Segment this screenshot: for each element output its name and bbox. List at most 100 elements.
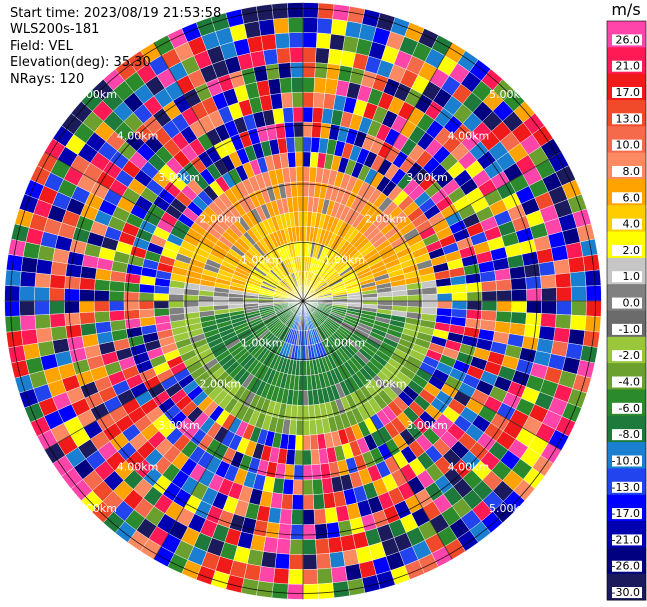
velocity-cell <box>302 106 314 123</box>
velocity-cell <box>302 121 313 138</box>
velocity-cell <box>138 308 155 319</box>
velocity-cell <box>240 6 259 24</box>
velocity-cell <box>421 300 438 309</box>
velocity-cell <box>109 280 126 292</box>
velocity-cell <box>481 290 498 302</box>
range-ring-label: 2.00km <box>365 378 407 391</box>
velocity-cell <box>302 509 315 525</box>
velocity-cell <box>526 288 542 302</box>
colorbar-tick-bg <box>612 192 642 204</box>
velocity-cell <box>287 17 304 34</box>
velocity-cell <box>153 300 170 310</box>
velocity-cell <box>480 280 497 292</box>
velocity-cell <box>344 563 363 582</box>
velocity-cell <box>316 552 332 570</box>
velocity-cell <box>585 300 602 317</box>
azimuth-spoke <box>302 42 453 302</box>
velocity-cell <box>20 328 39 346</box>
velocity-cell <box>582 330 600 348</box>
velocity-cell <box>288 166 297 183</box>
colorbar-tick: -26.0 <box>612 560 640 573</box>
colorbar-tick: -2.0 <box>619 349 640 362</box>
velocity-cell <box>480 310 497 322</box>
velocity-cell <box>276 538 291 555</box>
velocity-cell <box>277 523 292 540</box>
velocity-cell <box>94 310 111 324</box>
velocity-cell <box>553 327 571 344</box>
velocity-cell <box>108 300 125 312</box>
velocity-cell <box>64 312 81 327</box>
velocity-cell <box>332 4 350 22</box>
elevation-label: Elevation(deg): 35.30 <box>10 55 151 71</box>
velocity-cell <box>302 434 312 451</box>
velocity-cell <box>50 325 68 341</box>
range-ring-label: 1.00km <box>241 336 283 349</box>
velocity-cell <box>298 211 304 227</box>
velocity-cell <box>295 166 304 183</box>
velocity-cell <box>302 419 311 436</box>
velocity-cell <box>526 300 542 314</box>
velocity-cell <box>541 300 557 315</box>
colorbar-tick-bg <box>612 165 642 177</box>
velocity-cell <box>316 17 333 35</box>
colorbar: 26.0 21.0 17.0 13.0 10.0 8.0 6.0 4.0 2.0 1.0 0.0 -1… <box>606 20 647 601</box>
colorbar-tick-bg <box>612 350 642 362</box>
velocity-cell <box>124 309 141 320</box>
velocity-cell <box>123 300 140 311</box>
velocity-cell <box>35 327 53 344</box>
velocity-cell <box>302 554 318 570</box>
velocity-cell <box>313 77 327 94</box>
velocity-cell <box>284 122 295 139</box>
colorbar-tick: 17.0 <box>616 86 641 99</box>
velocity-cell <box>523 263 541 278</box>
instrument-label: WLS200s-181 <box>10 22 100 38</box>
velocity-cell <box>421 286 438 295</box>
velocity-cell <box>570 300 587 317</box>
velocity-cell <box>510 311 527 325</box>
velocity-cell <box>540 274 557 289</box>
velocity-cell <box>291 509 304 525</box>
velocity-cell <box>4 315 22 333</box>
velocity-cell <box>279 77 293 94</box>
velocity-cell <box>302 151 312 168</box>
velocity-cell <box>294 434 304 451</box>
velocity-cell <box>294 449 304 466</box>
velocity-cell <box>168 307 185 316</box>
velocity-cell <box>550 244 569 262</box>
velocity-cell <box>585 285 602 302</box>
velocity-cell <box>124 282 141 293</box>
velocity-cell <box>451 283 468 294</box>
velocity-cell <box>302 77 315 93</box>
velocity-cell <box>421 293 438 302</box>
velocity-cell <box>302 17 319 34</box>
velocity-cell <box>302 464 313 481</box>
velocity-cell <box>276 47 291 64</box>
velocity-cell <box>316 32 332 50</box>
velocity-cell <box>315 538 330 555</box>
velocity-cell <box>302 568 319 585</box>
velocity-cell <box>273 567 290 585</box>
velocity-cell <box>525 275 542 290</box>
velocity-cell <box>37 340 56 358</box>
colorbar-tick: -17.0 <box>612 507 640 520</box>
velocity-cell <box>342 548 360 567</box>
range-ring-label: 1.00km <box>324 336 366 349</box>
velocity-cell <box>263 536 279 554</box>
colorbar-tick: -4.0 <box>619 376 640 389</box>
velocity-cell <box>314 523 329 540</box>
velocity-cell <box>34 286 50 302</box>
colorbar-tick-bg <box>612 297 642 309</box>
velocity-cell <box>198 300 214 307</box>
velocity-cell <box>64 275 81 290</box>
range-ring-label: 4.00km <box>117 460 159 473</box>
velocity-cell <box>109 310 126 322</box>
velocity-cell <box>108 290 125 302</box>
velocity-cell <box>329 33 346 51</box>
velocity-cell <box>302 32 318 48</box>
colorbar-tick: -10.0 <box>612 454 640 467</box>
velocity-cell <box>49 313 66 328</box>
colorbar-tick-bg <box>612 481 642 493</box>
colorbar-tick: 0.0 <box>623 297 641 310</box>
velocity-cell <box>567 256 586 274</box>
